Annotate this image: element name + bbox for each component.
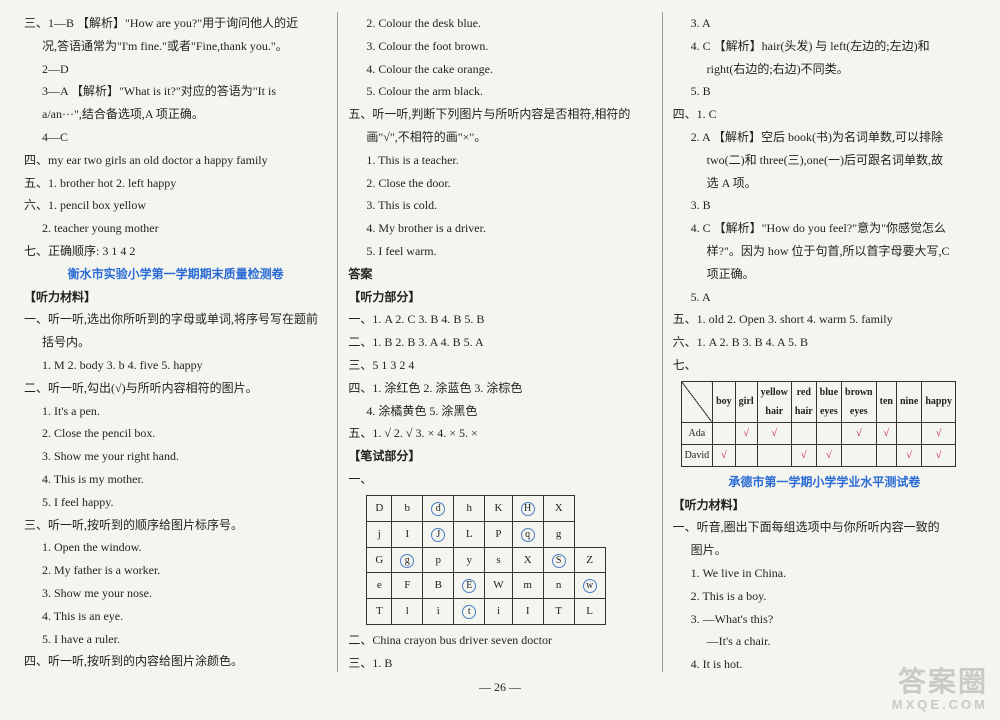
text-line: 1. This is a teacher. [348, 149, 651, 172]
text-line: 况,答语通常为"I'm fine."或者"Fine,thank you."。 [24, 35, 327, 58]
text-line: 五、1. brother hot 2. left happy [24, 172, 327, 195]
column-2: 2. Colour the desk blue. 3. Colour the f… [337, 12, 661, 672]
text-line: 六、1. A 2. B 3. B 4. A 5. B [673, 331, 976, 354]
text-line: 2. teacher young mother [24, 217, 327, 240]
text-line: 4—C [24, 126, 327, 149]
text-line: 4. My brother is a driver. [348, 217, 651, 240]
text-line: two(二)和 three(三),one(一)后可跟名词单数,故 [673, 149, 976, 172]
text-line: 七、 [673, 354, 976, 377]
text-line: a/an···",结合备选项,A 项正确。 [24, 103, 327, 126]
table-row: David√√√√√ [681, 444, 955, 466]
heading: 【听力材料】 [24, 286, 327, 309]
text-line: 四、1. C [673, 103, 976, 126]
text-line: 2. My father is a worker. [24, 559, 327, 582]
text-line: 图片。 [673, 539, 976, 562]
text-line: 二、China crayon bus driver seven doctor [348, 629, 651, 652]
table-row: boygirlyellowhairredhairblueeyesbrowneye… [681, 381, 955, 422]
text-line: —It's a chair. [673, 630, 976, 653]
column-1: 三、1—B 【解析】"How are you?"用于询问他人的近 况,答语通常为… [14, 12, 337, 672]
text-line: 5. A [673, 286, 976, 309]
table-row: DbdhKHX [367, 495, 605, 521]
text-line: 1. We live in China. [673, 562, 976, 585]
text-line: right(右边的;右边)不同类。 [673, 58, 976, 81]
heading: 答案 [348, 263, 651, 286]
heading: 【笔试部分】 [348, 445, 651, 468]
text-line: 5. I feel happy. [24, 491, 327, 514]
text-line: 3. B [673, 194, 976, 217]
text-line: 一、听一听,选出你所听到的字母或单词,将序号写在题前 [24, 308, 327, 331]
text-line: 三、1—B 【解析】"How are you?"用于询问他人的近 [24, 12, 327, 35]
text-line: 二、听一听,勾出(√)与所听内容相符的图片。 [24, 377, 327, 400]
text-line: 2. A 【解析】空后 book(书)为名词单数,可以排除 [673, 126, 976, 149]
text-line: 1. Open the window. [24, 536, 327, 559]
text-line: 四、my ear two girls an old doctor a happy… [24, 149, 327, 172]
text-line: 七、正确顺序: 3 1 4 2 [24, 240, 327, 263]
text-line: 选 A 项。 [673, 172, 976, 195]
text-line: 4. C 【解析】hair(头发) 与 left(左边的;左边)和 [673, 35, 976, 58]
section-title: 衡水市实验小学第一学期期末质量检测卷 [24, 263, 327, 286]
text-line: 3. Colour the foot brown. [348, 35, 651, 58]
text-line: 画"√",不相符的画"×"。 [348, 126, 651, 149]
page-columns: 三、1—B 【解析】"How are you?"用于询问他人的近 况,答语通常为… [14, 12, 986, 672]
text-line: 项正确。 [673, 263, 976, 286]
text-line: 2. Close the door. [348, 172, 651, 195]
text-line: 四、听一听,按听到的内容给图片涂颜色。 [24, 650, 327, 672]
text-line: 3. Show me your nose. [24, 582, 327, 605]
text-line: 一、听音,圈出下面每组选项中与你所听内容一致的 [673, 516, 976, 539]
page-number: — 26 — [14, 676, 986, 699]
text-line: 4. C 【解析】"How do you feel?"意为"你感觉怎么 [673, 217, 976, 240]
table-row: jIJLPqg [367, 521, 605, 547]
text-line: 五、1. √ 2. √ 3. × 4. × 5. × [348, 422, 651, 445]
text-line: 1. It's a pen. [24, 400, 327, 423]
text-line: 5. B [673, 80, 976, 103]
text-line: 5. Colour the arm black. [348, 80, 651, 103]
text-line: 5. I feel warm. [348, 240, 651, 263]
text-line: 3. Show me your right hand. [24, 445, 327, 468]
text-line: 一、1. A 2. C 3. B 4. B 5. B [348, 308, 651, 331]
text-line: 四、1. 涂红色 2. 涂蓝色 3. 涂棕色 [348, 377, 651, 400]
text-line: 五、听一听,判断下列图片与所听内容是否相符,相符的 [348, 103, 651, 126]
text-line: 3. A [673, 12, 976, 35]
text-line: 2—D [24, 58, 327, 81]
text-line: 4. This is an eye. [24, 605, 327, 628]
table-row: eFBEWmnw [367, 573, 605, 599]
watermark-main: 答案圈 [898, 666, 988, 697]
text-line: 一、 [348, 468, 651, 491]
heading: 【听力部分】 [348, 286, 651, 309]
section-title: 承德市第一学期小学学业水平测试卷 [673, 471, 976, 494]
text-line: 5. I have a ruler. [24, 628, 327, 651]
text-line: 二、1. B 2. B 3. A 4. B 5. A [348, 331, 651, 354]
letter-grid: DbdhKHX jIJLPqg GgpysXSZ eFBEWmnw TlitiI… [366, 495, 605, 625]
text-line: 五、1. old 2. Open 3. short 4. warm 5. fam… [673, 308, 976, 331]
column-3: 3. A 4. C 【解析】hair(头发) 与 left(左边的;左边)和 r… [662, 12, 986, 672]
text-line: 样?"。因为 how 位于句首,所以首字母要大写,C [673, 240, 976, 263]
heading: 【听力材料】 [673, 494, 976, 517]
text-line: 3—A 【解析】"What is it?"对应的答语为"It is [24, 80, 327, 103]
text-line: 3. This is cold. [348, 194, 651, 217]
text-line: 三、听一听,按听到的顺序给图片标序号。 [24, 514, 327, 537]
table-row: GgpysXSZ [367, 547, 605, 573]
text-line: 4. Colour the cake orange. [348, 58, 651, 81]
text-line: 2. Colour the desk blue. [348, 12, 651, 35]
text-line: 4. 涂橘黄色 5. 涂黑色 [348, 400, 651, 423]
text-line: 三、1. B [348, 652, 651, 672]
text-line: 三、5 1 3 2 4 [348, 354, 651, 377]
watermark: 答案圈 MXQE.COM [892, 667, 988, 712]
text-line: 括号内。 [24, 331, 327, 354]
text-line: 1. M 2. body 3. b 4. five 5. happy [24, 354, 327, 377]
table-row: Ada√√√√√ [681, 422, 955, 444]
text-line: 3. —What's this? [673, 608, 976, 631]
text-line: 2. This is a boy. [673, 585, 976, 608]
watermark-sub: MXQE.COM [892, 698, 988, 712]
text-line: 六、1. pencil box yellow [24, 194, 327, 217]
check-table: boygirlyellowhairredhairblueeyesbrowneye… [681, 381, 956, 467]
table-row: TlitiITL [367, 599, 605, 625]
text-line: 2. Close the pencil box. [24, 422, 327, 445]
text-line: 4. This is my mother. [24, 468, 327, 491]
